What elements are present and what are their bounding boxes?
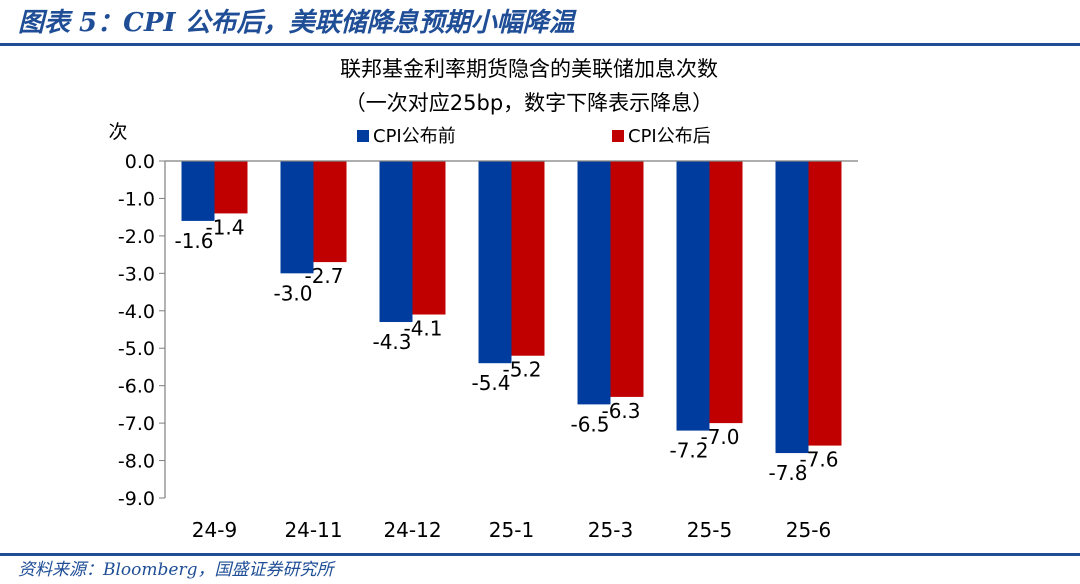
data-label-after: -4.1: [403, 317, 442, 341]
legend-swatch-before: [357, 130, 369, 142]
data-label-before: -1.6: [174, 229, 213, 253]
axes: [159, 160, 858, 499]
y-tick-label: -9.0: [118, 488, 155, 510]
x-tick-label: 25-5: [687, 518, 732, 542]
bar-chart: 联邦基金利率期货隐含的美联储加息次数 （一次对应25bp，数字下降表示降息） 次…: [108, 57, 858, 542]
bar-after: [709, 161, 743, 424]
data-label-after: -1.4: [205, 215, 244, 239]
data-label-before: -3.0: [273, 281, 312, 305]
bar-before: [181, 161, 215, 221]
data-label-after: -6.3: [601, 399, 640, 423]
data-label-after: -7.6: [799, 448, 838, 472]
x-tick-label: 25-3: [588, 518, 633, 542]
x-tick-label: 25-6: [786, 518, 831, 542]
y-tick-label: -1.0: [118, 188, 155, 210]
y-tick-label: -8.0: [118, 451, 155, 473]
x-tick-label: 24-12: [383, 518, 441, 542]
data-label-before: -7.8: [768, 461, 807, 485]
data-labels: -1.6-1.4 -3.0-2.7 -4.3-4.1 -5.4-5.2 -6.5-6.3…: [174, 215, 838, 485]
bar-before: [280, 161, 314, 274]
chart-title: 联邦基金利率期货隐含的美联储加息次数: [340, 57, 718, 81]
data-label-before: -5.4: [471, 371, 510, 395]
data-label-before: -7.2: [669, 439, 708, 463]
bar-before: [577, 161, 611, 405]
bar-after: [808, 161, 842, 446]
y-tick-label: -5.0: [118, 338, 155, 360]
y-tick-label: -3.0: [118, 263, 155, 285]
top-rule: [0, 43, 1080, 46]
y-tick-label: -6.0: [118, 376, 155, 398]
y-tick-labels: 0.0 -1.0 -2.0 -3.0 -4.0 -5.0 -6.0 -7.0 -8.0 -9.0: [118, 151, 155, 510]
data-label-after: -7.0: [700, 425, 739, 449]
chart-subtitle: （一次对应25bp，数字下降表示降息）: [345, 91, 713, 115]
bar-after: [313, 161, 347, 263]
bar-after: [214, 161, 248, 214]
x-tick-label: 25-1: [489, 518, 534, 542]
y-axis-unit-label: 次: [108, 121, 127, 143]
bars: [181, 161, 842, 454]
source-note: 资料来源：Bloomberg，国盛证券研究所: [18, 560, 334, 580]
legend-label-after: CPI公布后: [628, 126, 711, 147]
data-label-after: -2.7: [304, 264, 343, 288]
y-tick-label: -7.0: [118, 413, 155, 435]
data-label-before: -6.5: [570, 412, 609, 436]
bar-after: [511, 161, 545, 356]
data-label-before: -4.3: [372, 330, 411, 354]
x-tick-labels: 24-9 24-11 24-12 25-1 25-3 25-5 25-6: [192, 518, 831, 542]
bar-before: [775, 161, 809, 454]
bar-before: [478, 161, 512, 364]
y-tick-label: 0.0: [125, 151, 155, 173]
figure-title: 图表 5：CPI 公布后，美联储降息预期小幅降温: [18, 8, 575, 38]
y-tick-label: -4.0: [118, 301, 155, 323]
y-tick-label: -2.0: [118, 226, 155, 248]
bar-after: [412, 161, 446, 315]
bar-after: [610, 161, 644, 397]
x-tick-label: 24-9: [192, 518, 237, 542]
bottom-rule: [0, 553, 1080, 556]
legend: CPI公布前 CPI公布后: [357, 126, 711, 147]
legend-swatch-after: [612, 130, 624, 142]
bar-before: [379, 161, 413, 323]
bar-before: [676, 161, 710, 431]
legend-label-before: CPI公布前: [373, 126, 456, 147]
x-tick-label: 24-11: [284, 518, 342, 542]
data-label-after: -5.2: [502, 358, 541, 382]
